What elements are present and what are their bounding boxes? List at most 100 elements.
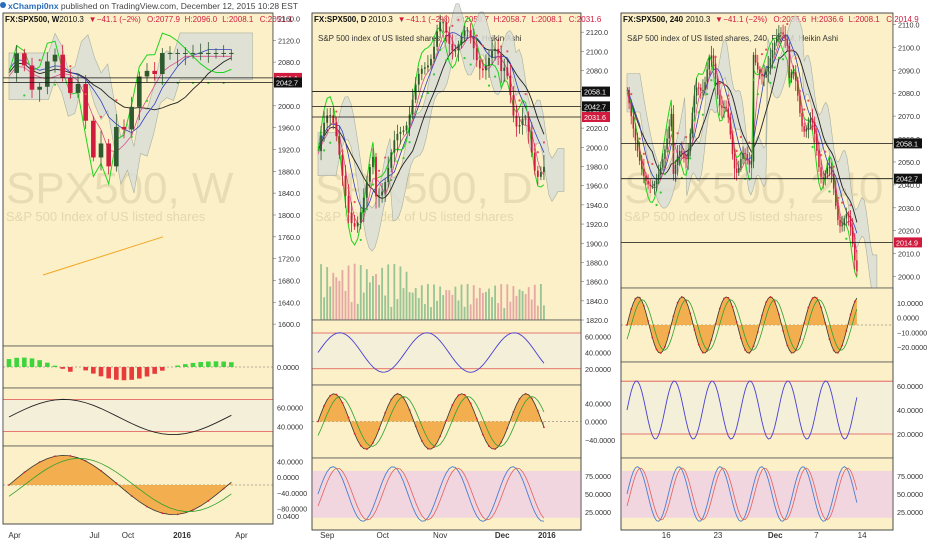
histogram-bar: [198, 362, 203, 367]
candle-body: [757, 62, 759, 70]
volume-bar: [543, 305, 545, 320]
indicator-macd: 40.0000 0.0000 −40.0000: [311, 384, 615, 459]
price-tick-label: 1820.0: [586, 316, 608, 325]
candle-body: [190, 52, 196, 54]
volume-bar: [521, 290, 524, 320]
macd-dot: [714, 323, 717, 325]
volume-bar: [491, 297, 493, 320]
histogram-bar: [37, 360, 42, 367]
sar-dot: [445, 59, 448, 62]
macd-dot: [689, 312, 692, 315]
candle-body: [393, 140, 396, 153]
candle-body: [365, 181, 368, 198]
macd-dot: [664, 345, 666, 348]
publish-info: published on TradingView.com, December 1…: [60, 1, 298, 11]
macd-dot: [769, 295, 772, 298]
chart-frame: [311, 12, 582, 531]
long-term-ma-orange: [42, 236, 164, 276]
indicator-tick-label: 0.0000: [277, 363, 299, 372]
macd-dot: [335, 393, 338, 396]
price-tick-label: 1960.0: [278, 124, 300, 133]
volume-bar: [485, 291, 487, 320]
author-link[interactable]: xChampi0nx: [8, 1, 59, 11]
price-tick-label: 2090.0: [898, 66, 920, 75]
x-axis-label: 7: [814, 531, 819, 540]
histogram-bar: [98, 367, 104, 377]
candle-body: [323, 122, 326, 136]
macd-dot: [100, 469, 102, 472]
candle-body: [485, 65, 487, 71]
macd-line: [8, 454, 232, 515]
candle-body: [822, 177, 824, 179]
volume-bar: [335, 277, 338, 320]
macd-dot: [500, 441, 503, 444]
header-field: L:2008.1: [222, 15, 254, 24]
candle-body: [506, 67, 509, 76]
macd-dots: [626, 295, 856, 354]
candle-body: [221, 52, 226, 54]
price-label-text: 2014.9: [896, 238, 918, 247]
candle-body: [98, 143, 104, 158]
macd-dot: [685, 300, 687, 302]
candle-body: [803, 126, 805, 132]
candle-body: [816, 133, 818, 151]
histogram-bar: [114, 367, 119, 380]
price-label-box: [274, 77, 302, 88]
candle-body: [481, 68, 484, 71]
candle-body: [384, 182, 387, 192]
volume-bar: [390, 306, 393, 320]
macd-dot: [651, 336, 654, 339]
price-tick-label: 2080.0: [586, 67, 608, 76]
indicator-tick-label: 40.0000: [585, 349, 611, 358]
sar-dot: [23, 94, 26, 97]
x-axis-label: Jul: [89, 531, 99, 540]
volume-bar: [347, 265, 350, 320]
macd-dot: [790, 351, 793, 354]
sar-dot: [353, 200, 356, 204]
macd-dot: [130, 495, 133, 497]
macd-dot: [347, 416, 350, 419]
macd-dot: [384, 411, 387, 414]
candle-body: [765, 71, 767, 76]
candle-body: [702, 89, 704, 91]
candle-body: [735, 168, 738, 173]
sar-dot: [714, 55, 717, 59]
candle-body: [799, 95, 801, 113]
macd-dot: [445, 419, 448, 422]
candle-body: [672, 113, 675, 174]
macd-dots: [8, 454, 225, 516]
sar-dot: [390, 178, 393, 182]
candle-body: [500, 53, 503, 72]
volume-bar: [381, 267, 384, 320]
header-field: O:2036.6: [773, 15, 806, 24]
sar-dot: [689, 157, 692, 160]
indicator-tick-label: 75.0000: [897, 472, 923, 481]
candle-body: [634, 128, 637, 141]
sar-dot: [451, 24, 454, 27]
volume-bar: [411, 292, 414, 320]
volume-bar: [451, 294, 454, 320]
candle-body: [229, 52, 234, 54]
candle-body: [733, 154, 736, 169]
sar-dot: [832, 165, 835, 168]
volume-bar: [488, 288, 490, 320]
candle-body: [659, 167, 662, 175]
volume-bar: [320, 264, 322, 320]
macd-dot: [146, 505, 148, 508]
candle-body: [630, 103, 632, 117]
candle-body: [854, 243, 856, 261]
x-axis-label: Dec: [768, 531, 783, 540]
tradingview-logo-icon: [0, 2, 6, 8]
macd-dot: [372, 442, 374, 444]
macd-dot: [668, 331, 671, 334]
macd-dot: [481, 433, 484, 436]
histogram-bar: [183, 364, 188, 367]
sar-dot: [439, 48, 442, 51]
sar-dot: [323, 149, 326, 152]
histogram-bar: [6, 359, 12, 367]
macd-dot: [475, 417, 478, 420]
price-tick-label: 1940.0: [586, 201, 608, 210]
macd-dot: [192, 509, 194, 511]
sar-dot: [765, 48, 768, 51]
candle-body: [91, 120, 96, 158]
